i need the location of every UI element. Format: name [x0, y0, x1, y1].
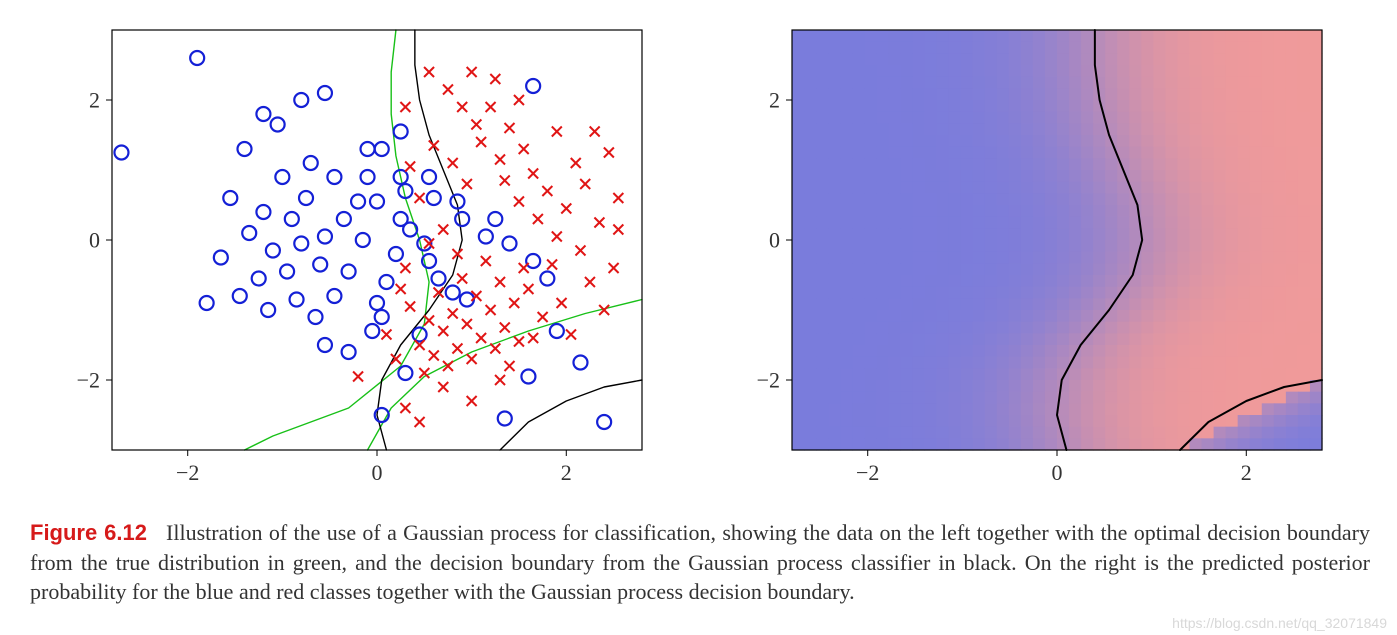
figure-label: Figure 6.12	[30, 520, 147, 545]
svg-text:−2: −2	[77, 368, 100, 393]
svg-text:0: 0	[89, 228, 100, 253]
right-heatmap-plot: −2 0 2 −2 0 2	[710, 20, 1330, 500]
svg-text:−2: −2	[856, 460, 879, 485]
panels-row: −2 0 2 −2 0 2 −2 0 2 −2 0 2	[30, 20, 1370, 500]
figure-caption-text: Illustration of the use of a Gaussian pr…	[30, 520, 1370, 604]
left-panel: −2 0 2 −2 0 2	[30, 20, 650, 500]
svg-text:0: 0	[372, 460, 383, 485]
figure-caption: Figure 6.12 Illustration of the use of a…	[30, 518, 1370, 607]
figure-container: −2 0 2 −2 0 2 −2 0 2 −2 0 2 Figure 6.12 Illustrati…	[30, 20, 1370, 607]
svg-text:2: 2	[561, 460, 572, 485]
svg-text:2: 2	[1241, 460, 1252, 485]
svg-text:2: 2	[89, 88, 100, 113]
svg-text:0: 0	[769, 228, 780, 253]
right-panel: −2 0 2 −2 0 2	[710, 20, 1330, 500]
svg-text:2: 2	[769, 88, 780, 113]
watermark-text: https://blog.csdn.net/qq_32071849	[1172, 614, 1387, 633]
svg-text:0: 0	[1052, 460, 1063, 485]
left-scatter-plot: −2 0 2 −2 0 2	[30, 20, 650, 500]
svg-text:−2: −2	[757, 368, 780, 393]
svg-text:−2: −2	[176, 460, 199, 485]
